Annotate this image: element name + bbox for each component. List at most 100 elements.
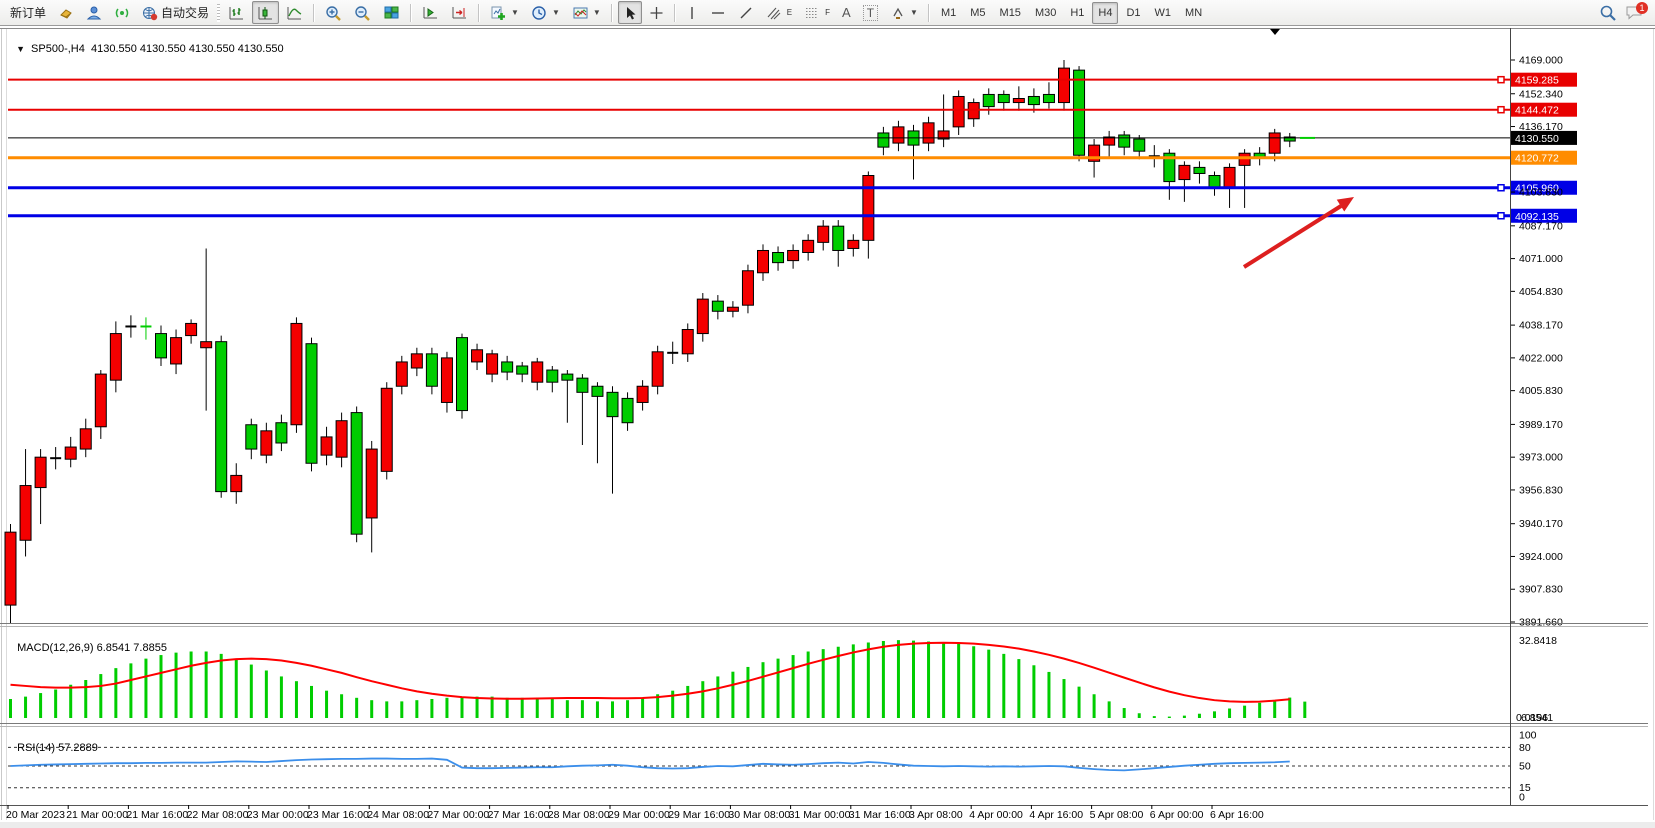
candle [892,120,905,152]
price-tick-label: 4152.340 [1519,88,1563,100]
candle [997,90,1010,111]
bar-chart-mode-button[interactable] [223,1,250,24]
auto-scroll-button[interactable] [417,1,444,24]
time-tick-label: 31 Mar 00:00 [789,809,851,821]
candle-body [365,448,378,519]
candle-body [1042,93,1055,104]
level-handle[interactable] [1497,75,1505,84]
candle [1103,130,1116,158]
candle [1133,134,1146,160]
candle-body [4,531,17,606]
periods-clock-button[interactable]: ▼ [526,1,565,24]
crosshair-tool-button[interactable] [644,1,669,24]
candle-body [1088,144,1101,162]
timeframe-H1[interactable]: H1 [1070,6,1085,19]
chart-shift-button[interactable] [446,1,473,24]
search-icon[interactable] [1599,4,1617,22]
chart-symbol-title: SP500-,H4 [31,43,85,55]
candle [516,361,529,383]
candle [1283,132,1296,148]
candle [741,264,754,314]
candle-body [576,377,589,393]
chart-ohlc-values: 4130.550 4130.550 4130.550 4130.550 [90,43,284,55]
tile-windows-icon [384,6,399,18]
signal-broadcast-icon [115,8,129,17]
candle-body [531,361,544,383]
dropdown-caret-icon: ▼ [910,8,918,17]
timeframe-M15[interactable]: M15 [999,6,1021,19]
candle [546,365,559,393]
bar-chart-icon [229,6,244,19]
candlestick-mode-button[interactable] [252,1,280,24]
level-handle[interactable] [1497,105,1505,114]
candle-body [1027,95,1040,106]
profile-button[interactable] [81,1,107,24]
candle-body [877,132,890,148]
candle-body [1163,152,1176,183]
trend-arrow[interactable] [1242,197,1354,269]
layouts-button[interactable] [53,1,79,24]
trend-arrow-head[interactable] [1336,197,1354,212]
timeframe-M1[interactable]: M1 [940,6,957,19]
candle-body [696,298,709,335]
zoom-in-button[interactable] [320,1,347,24]
signals-button[interactable] [109,1,135,24]
candle-body [817,225,830,243]
candle [50,447,62,470]
candle-body [1238,152,1251,166]
equidistant-channel-tool-button[interactable]: E [761,1,797,24]
new-order-button[interactable]: 新订单 [5,1,51,24]
trendline-tool-button[interactable] [733,1,759,24]
timeframe-MN[interactable]: MN [1185,6,1203,19]
level-handle[interactable] [1497,183,1505,192]
candle [1027,88,1040,113]
time-tick-label: 24 Mar 08:00 [367,809,429,821]
timeframe-M30[interactable]: M30 [1034,6,1057,19]
candle [636,380,649,411]
macd-axis-bottom-label: 6.8541 [1521,712,1553,724]
horizontal-levels: 4159.285 4144.472 4130.550 4120.772 4105.960… [8,72,1577,223]
symbol-collapse-button[interactable]: ▼ [16,44,26,54]
label-tool-button[interactable]: T [858,1,883,24]
templates-button[interactable]: ▼ [567,1,606,24]
tile-windows-button[interactable] [378,1,405,24]
arrows-tool-button[interactable]: ▼ [885,1,923,24]
price-level-badge-label: 4159.285 [1515,75,1559,87]
candle [922,116,935,152]
horizontal-line-tool-button[interactable] [705,1,731,24]
add-indicator-button[interactable]: ▼ [485,1,524,24]
trend-arrow-shaft[interactable] [1242,204,1343,269]
candle [621,392,634,431]
candle [1042,82,1055,109]
fibonacci-tool-button[interactable]: F [799,1,835,24]
candle [4,524,17,624]
vertical-line-tool-button[interactable] [681,1,703,24]
time-tick-label: 5 Apr 08:00 [1090,809,1144,821]
toolbar-handle [217,3,221,22]
level-handle[interactable] [1497,212,1505,220]
timeframe-W1[interactable]: W1 [1154,6,1172,19]
candle [486,349,499,383]
candle-body [561,373,574,381]
time-tick-label: 30 Mar 08:00 [728,809,790,821]
notifications-button[interactable]: 1 [1625,1,1648,22]
timeframe-H4[interactable]: H4 [1092,1,1119,24]
candle-body [802,239,815,254]
timeframe-D1[interactable]: D1 [1126,6,1141,19]
timeframe-M5[interactable]: M5 [970,6,986,19]
zoom-out-button[interactable] [349,1,376,24]
chart-background [0,26,1655,822]
cursor-tool-button[interactable] [617,1,642,24]
text-tool-button[interactable]: A [837,1,856,24]
macd-name: MACD(12,26,9) [17,642,94,654]
candle [531,357,544,391]
macd-axis-bottom-label: 0.0196 [1516,712,1548,724]
candle [1058,60,1070,111]
algo-trading-button[interactable]: 自动交易 [137,1,214,24]
candle [1118,130,1131,156]
time-tick-label: 29 Mar 00:00 [608,809,670,821]
line-chart-mode-button[interactable] [281,1,308,24]
chart-shift-end-marker[interactable] [1270,29,1280,35]
